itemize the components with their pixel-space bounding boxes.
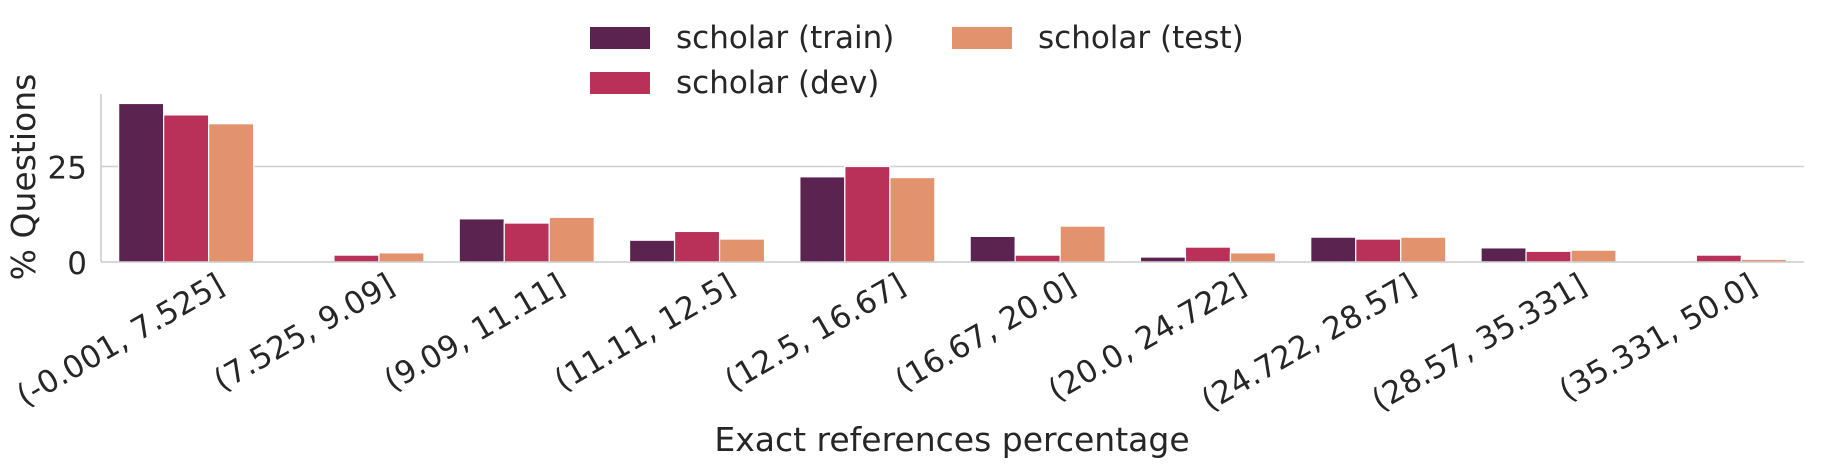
legend-swatch-scholar-dev [590, 72, 650, 94]
bar-scholar-test-6 [1229, 252, 1277, 263]
bar-scholar-train-2 [458, 218, 505, 263]
bar-scholar-train-5 [969, 235, 1016, 263]
bar-scholar-test-0 [208, 123, 255, 263]
bar-scholar-train-3 [628, 239, 676, 263]
x-axis-label: Exact references percentage [714, 420, 1189, 459]
bar-scholar-test-4 [889, 176, 936, 263]
bar-scholar-dev-4 [844, 165, 891, 263]
bar-scholar-test-8 [1570, 249, 1617, 263]
y-axis-label: % Questions [4, 74, 43, 281]
bar-scholar-train-0 [118, 102, 165, 263]
y-tick-label: 0 [67, 246, 87, 282]
legend-swatch-scholar-train [590, 27, 650, 49]
y-tick-label: 25 [48, 151, 87, 187]
y-tick-labels: 0 25 [48, 151, 87, 283]
bar-scholar-test-7 [1400, 236, 1447, 263]
bar-scholar-dev-9 [1695, 254, 1742, 263]
legend-label-scholar-dev: scholar (dev) [676, 65, 879, 101]
bar-scholar-train-4 [799, 176, 846, 263]
x-tick-label: (12.5, 16.67] [719, 267, 912, 399]
bar-scholar-dev-7 [1355, 238, 1402, 263]
bar-scholar-dev-1 [333, 254, 380, 263]
bar-scholar-train-8 [1480, 247, 1527, 263]
bar-scholar-dev-0 [163, 114, 210, 263]
bar-scholar-dev-8 [1525, 250, 1572, 263]
legend-label-scholar-train: scholar (train) [676, 20, 894, 56]
bar-scholar-dev-2 [503, 222, 550, 263]
bar-scholar-train-7 [1310, 236, 1357, 263]
bar-scholar-dev-6 [1184, 246, 1232, 263]
x-tick-label: (11.11, 12.5] [548, 267, 741, 399]
legend-swatch-scholar-test [952, 27, 1012, 49]
x-tick-label: (9.09, 11.11] [378, 267, 571, 399]
legend-label-scholar-test: scholar (test) [1038, 20, 1244, 56]
bar-scholar-test-5 [1059, 225, 1106, 263]
x-tick-label: (-0.001, 7.525] [11, 267, 230, 414]
bar-scholar-dev-5 [1014, 254, 1061, 263]
x-tick-labels: (-0.001, 7.525](7.525, 9.09](9.09, 11.11… [11, 267, 1763, 419]
legend: scholar (train) scholar (dev) scholar (tes… [590, 20, 1244, 101]
x-tick-label: (7.525, 9.09] [208, 267, 401, 399]
bar-scholar-dev-3 [673, 230, 721, 263]
bars [118, 102, 1787, 263]
bar-scholar-test-2 [548, 216, 595, 263]
bar-scholar-test-1 [378, 252, 425, 263]
bar-scholar-test-3 [718, 238, 766, 263]
